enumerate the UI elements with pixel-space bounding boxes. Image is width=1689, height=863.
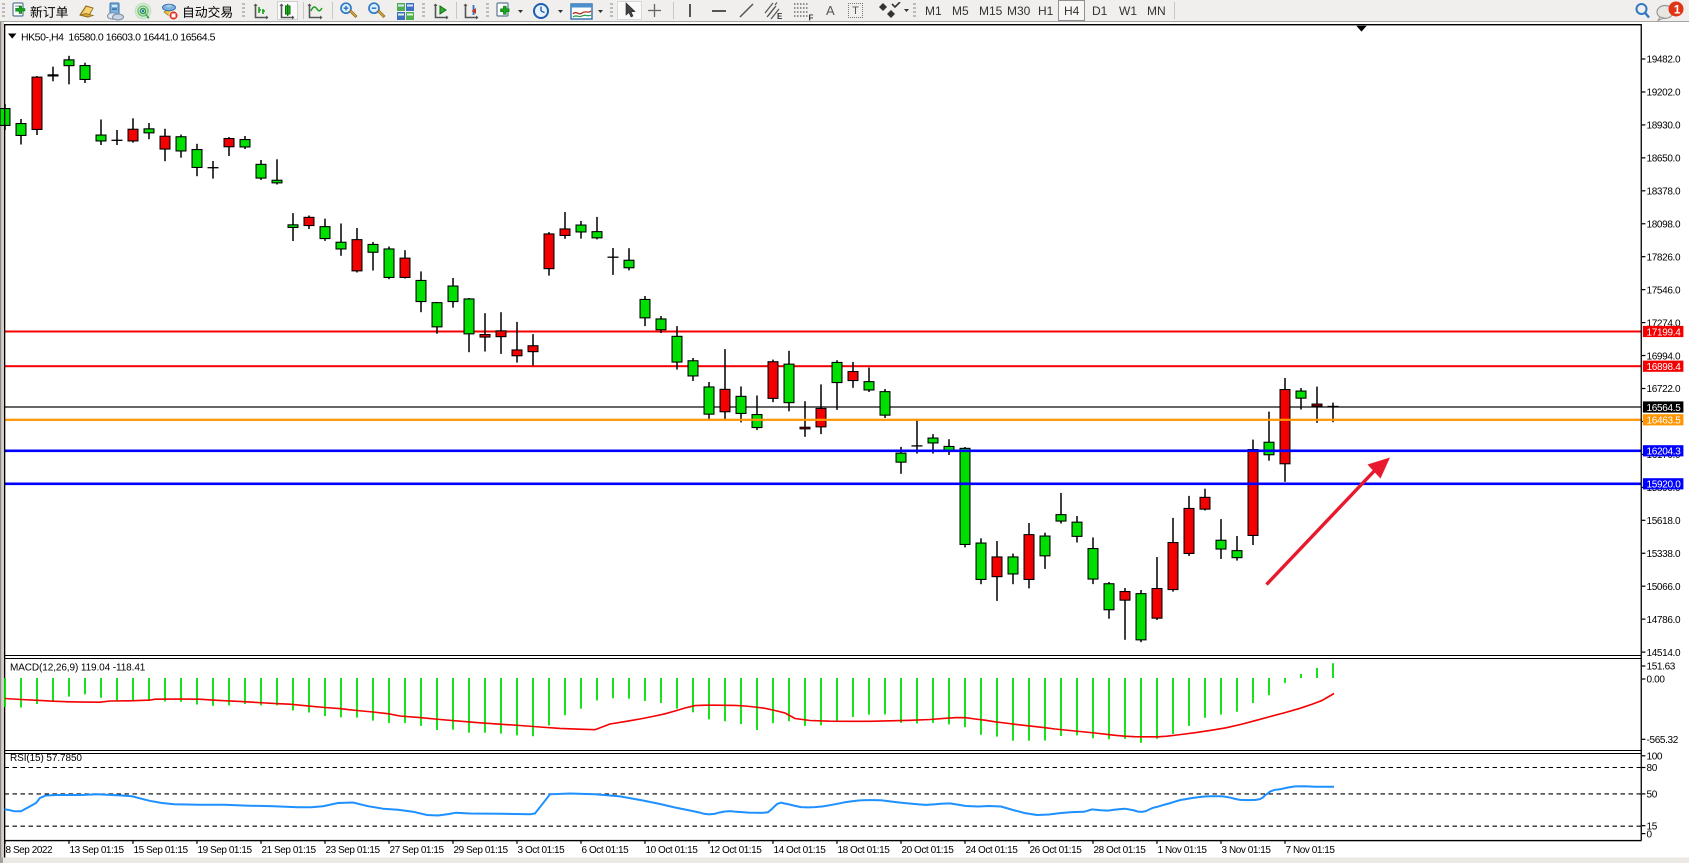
svg-text:29 Sep 01:15: 29 Sep 01:15 [454,845,509,856]
svg-text:26 Oct 01:15: 26 Oct 01:15 [1030,845,1083,856]
svg-text:19482.0: 19482.0 [1647,55,1681,66]
svg-text:19 Sep 01:15: 19 Sep 01:15 [198,845,253,856]
svg-text:18930.0: 18930.0 [1647,121,1681,132]
svg-text:10 Oct 01:15: 10 Oct 01:15 [646,845,699,856]
svg-text:80: 80 [1647,763,1658,774]
svg-text:17199.4: 17199.4 [1647,327,1682,338]
svg-text:23 Sep 01:15: 23 Sep 01:15 [326,845,381,856]
svg-text:15066.0: 15066.0 [1647,582,1681,593]
svg-text:17546.0: 17546.0 [1647,285,1681,296]
svg-text:24 Oct 01:15: 24 Oct 01:15 [966,845,1019,856]
svg-text:17826.0: 17826.0 [1647,252,1681,263]
svg-text:HK50-,H4 16580.0 16603.0 1644: HK50-,H4 16580.0 16603.0 16441.0 16564.5 [21,32,216,44]
svg-text:14786.0: 14786.0 [1647,615,1681,626]
svg-text:-565.32: -565.32 [1647,735,1679,746]
svg-text:13 Sep 01:15: 13 Sep 01:15 [70,845,125,856]
svg-text:RSI(15) 57.7850: RSI(15) 57.7850 [10,753,82,764]
svg-text:E: E [777,12,783,21]
svg-text:16994.0: 16994.0 [1647,351,1681,362]
svg-text:27 Sep 01:15: 27 Sep 01:15 [390,845,445,856]
svg-text:0.00: 0.00 [1647,675,1666,686]
svg-text:18 Oct 01:15: 18 Oct 01:15 [838,845,891,856]
svg-text:19202.0: 19202.0 [1647,88,1681,99]
svg-text:18378.0: 18378.0 [1647,187,1681,198]
svg-text:MACD(12,26,9) 119.04 -118.41: MACD(12,26,9) 119.04 -118.41 [10,663,146,674]
svg-text:50: 50 [1647,790,1658,801]
svg-text:1 Nov 01:15: 1 Nov 01:15 [1158,845,1208,856]
svg-text:1: 1 [1674,3,1681,17]
svg-text:15: 15 [1647,821,1658,832]
svg-text:14 Oct 01:15: 14 Oct 01:15 [774,845,827,856]
svg-text:21 Sep 01:15: 21 Sep 01:15 [262,845,317,856]
svg-text:20 Oct 01:15: 20 Oct 01:15 [902,845,955,856]
svg-text:18650.0: 18650.0 [1647,154,1681,165]
svg-text:15920.0: 15920.0 [1647,480,1682,491]
svg-text:3 Oct 01:15: 3 Oct 01:15 [518,845,566,856]
svg-text:16463.5: 16463.5 [1647,416,1682,427]
svg-text:7 Nov 01:15: 7 Nov 01:15 [1286,845,1336,856]
svg-text:15338.0: 15338.0 [1647,549,1681,560]
svg-text:0: 0 [1647,829,1653,840]
svg-text:16204.3: 16204.3 [1647,447,1682,458]
svg-text:3 Nov 01:15: 3 Nov 01:15 [1222,845,1272,856]
svg-text:15618.0: 15618.0 [1647,516,1681,527]
svg-text:15 Sep 01:15: 15 Sep 01:15 [134,845,189,856]
svg-text:16898.4: 16898.4 [1647,362,1682,373]
svg-text:14514.0: 14514.0 [1647,648,1681,659]
svg-text:6 Oct 01:15: 6 Oct 01:15 [582,845,630,856]
svg-text:12 Oct 01:15: 12 Oct 01:15 [710,845,763,856]
svg-text:100: 100 [1647,752,1663,763]
svg-text:151.63: 151.63 [1647,662,1676,673]
svg-text:16564.5: 16564.5 [1647,403,1682,414]
svg-text:16722.0: 16722.0 [1647,384,1681,395]
svg-text:8 Sep 2022: 8 Sep 2022 [6,845,54,856]
svg-text:18098.0: 18098.0 [1647,219,1681,230]
svg-text:28 Oct 01:15: 28 Oct 01:15 [1094,845,1147,856]
svg-text:17274.0: 17274.0 [1647,318,1681,329]
svg-text:F: F [809,14,814,22]
